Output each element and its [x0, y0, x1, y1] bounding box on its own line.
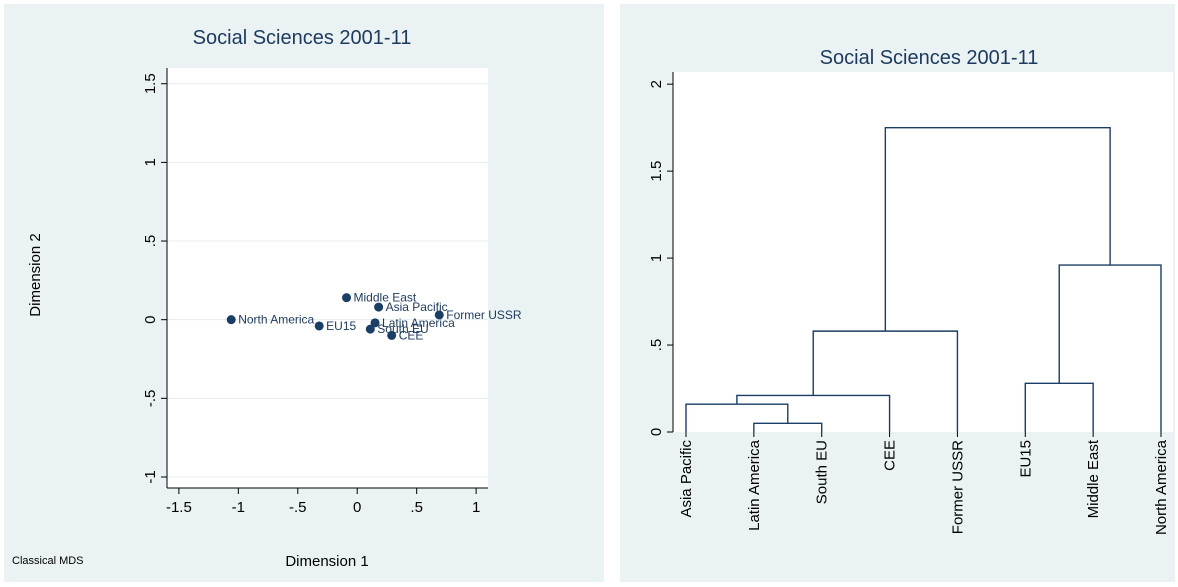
dendrogram-y-tick-label: 1.5 [648, 161, 665, 182]
dendrogram-leaf-label-middle-east: Middle East [1085, 439, 1102, 518]
mds-y-tick-label: .5 [142, 235, 159, 248]
mds-y-tick-label: -.5 [142, 390, 159, 408]
mds-plot-area [167, 68, 488, 488]
mds-point-label-latin-america: Latin America [382, 316, 455, 330]
dendrogram-leaf-label-former-ussr: Former USSR [949, 440, 966, 534]
mds-point-cee [387, 330, 397, 340]
dendrogram-title: Social Sciences 2001-11 [820, 47, 1039, 69]
dendrogram-chart: Social Sciences 2001-11 0 .5 1 1.5 2 Asia Pa… [648, 47, 1173, 535]
mds-point-label-asia-pacific: Asia Pacific [386, 300, 448, 314]
mds-x-tick-label: 0 [353, 499, 361, 516]
mds-point-label-middle-east: Middle East [354, 291, 417, 305]
mds-y-tick-label: 0 [142, 316, 159, 324]
mds-point-south-eu [365, 324, 375, 334]
mds-point-eu15 [314, 321, 324, 331]
mds-point-label-eu15: EU15 [326, 319, 356, 333]
mds-x-tick-label: -1.5 [166, 499, 192, 516]
mds-point-label-north-america: North America [238, 313, 314, 327]
mds-axes: -1 -.5 0 .5 1 1.5 -1.5 -1 -.5 0 .5 1 [142, 68, 488, 516]
dendrogram-leaf-label-north-america: North America [1153, 439, 1170, 535]
mds-y-tick-label: -1 [142, 470, 159, 483]
mds-x-axis-label: Dimension 1 [285, 553, 368, 570]
dendrogram-leaf-label-south-eu: South EU [814, 440, 831, 504]
mds-x-tick-label: .5 [410, 499, 423, 516]
dendrogram-y-tick-label: .5 [648, 339, 665, 352]
dendrogram-leaf-label-eu15: EU15 [1017, 440, 1034, 478]
dendrogram-axes: 0 .5 1 1.5 2 [648, 72, 674, 436]
dendrogram-panel: Social Sciences 2001-11 0 .5 1 1.5 2 Asia Pa… [620, 4, 1175, 582]
mds-y-tick-label: 1.5 [142, 73, 159, 94]
dendrogram-y-tick-label: 2 [648, 80, 665, 88]
dendrogram-plot-area [673, 72, 1173, 432]
mds-x-tick-label: -.5 [289, 499, 307, 516]
mds-point-north-america [226, 315, 236, 325]
mds-title: Social Sciences 2001-11 [193, 27, 412, 49]
mds-chart: Social Sciences 2001-11 -1-.50.511.5-1.5… [12, 27, 522, 570]
dendrogram-links [685, 126, 1162, 432]
mds-point-latin-america [370, 318, 380, 328]
mds-point-asia-pacific [374, 302, 384, 312]
dendrogram-link-c2 [685, 403, 789, 432]
dendrogram-leaf-labels: Asia Pacific Latin America South EU CEE Form… [678, 432, 1170, 535]
mds-grid [167, 83, 488, 478]
dendrogram-leaf-label-asia-pacific: Asia Pacific [678, 440, 695, 518]
mds-x-tick-label: -1 [232, 499, 245, 516]
mds-note: Classical MDS [12, 555, 84, 567]
dendrogram-link-c7 [884, 126, 1111, 332]
mds-y-tick-label: 1 [142, 158, 159, 166]
mds-point-former-ussr [434, 310, 444, 320]
mds-y-axis-label: Dimension 2 [27, 233, 44, 316]
mds-x-tick-label: 1 [472, 499, 480, 516]
mds-panel: Social Sciences 2001-11 -1 -.5 0.5 1 1.5 -1.5… [4, 4, 604, 582]
dendrogram-leaf-label-cee: CEE [882, 440, 899, 471]
mds-point-middle-east [342, 293, 352, 303]
mds-point-label-cee: CEE [399, 328, 424, 342]
dendrogram-y-tick-label: 1 [648, 254, 665, 262]
dendrogram-y-tick-label: 0 [648, 428, 665, 436]
mds-point-label-former-ussr: Former USSR [446, 308, 522, 322]
dendrogram-leaf-label-latin-america: Latin America [746, 439, 763, 531]
